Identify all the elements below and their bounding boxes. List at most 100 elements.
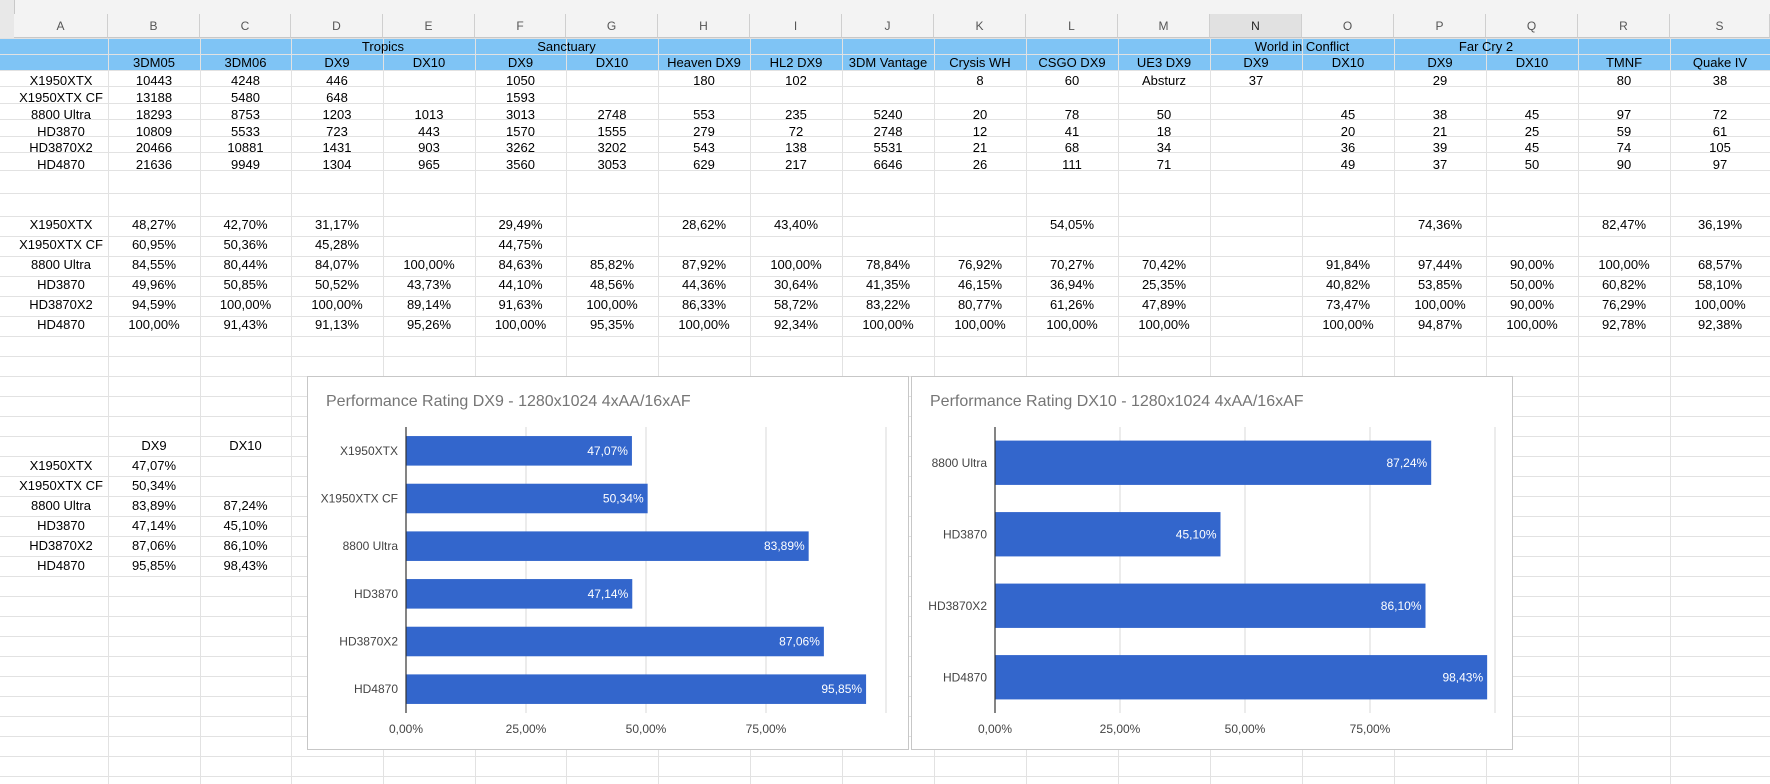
cell-value[interactable]: 90 xyxy=(1616,157,1632,172)
cell-value[interactable]: 965 xyxy=(418,157,440,172)
summary-row-label[interactable]: X1950XTX xyxy=(29,458,93,473)
cell-percent[interactable]: 92,34% xyxy=(773,317,819,332)
sub-header[interactable]: 3DM Vantage xyxy=(848,55,928,70)
cell-value[interactable]: 2748 xyxy=(873,124,903,139)
cell-value[interactable]: 138 xyxy=(785,140,807,155)
column-header-h[interactable]: H xyxy=(658,14,750,38)
cell-percent[interactable]: 46,15% xyxy=(957,277,1003,292)
cell-value[interactable]: 61 xyxy=(1712,124,1728,139)
column-header-j[interactable]: J xyxy=(842,14,934,38)
cell-percent[interactable]: 91,13% xyxy=(314,317,360,332)
row-label[interactable]: X1950XTX xyxy=(29,73,93,88)
cell-percent[interactable]: 29,49% xyxy=(498,217,543,232)
cell-percent[interactable]: 54,05% xyxy=(1049,217,1095,232)
cell-percent[interactable]: 95,35% xyxy=(589,317,635,332)
summary-row-label[interactable]: HD4870 xyxy=(37,558,85,573)
cell-percent[interactable]: 91,63% xyxy=(498,297,543,312)
column-header-i[interactable]: I xyxy=(750,14,842,38)
cell-percent[interactable]: 100,00% xyxy=(770,257,822,272)
cell-value[interactable]: 279 xyxy=(693,124,715,139)
cell-percent[interactable]: 44,10% xyxy=(498,277,543,292)
sub-header[interactable]: 3DM06 xyxy=(224,55,267,70)
cell-percent[interactable]: 100,00% xyxy=(1138,317,1190,332)
cell-value[interactable]: 18293 xyxy=(135,107,173,122)
cell-value[interactable]: 72 xyxy=(1712,107,1728,122)
cell-value[interactable]: 45 xyxy=(1524,107,1540,122)
summary-header-dx10[interactable]: DX10 xyxy=(229,438,262,453)
cell-value[interactable]: 10881 xyxy=(227,140,264,155)
cell-percent[interactable]: 100,00% xyxy=(219,297,272,312)
cell-percent[interactable]: 84,07% xyxy=(314,257,360,272)
cell-value[interactable]: 4248 xyxy=(231,73,260,88)
cell-value[interactable]: 49 xyxy=(1340,157,1356,172)
summary-dx10[interactable]: 98,43% xyxy=(223,558,268,573)
row-label[interactable]: 8800 Ultra xyxy=(31,107,91,122)
sub-header[interactable]: DX9 xyxy=(507,55,534,70)
cell-value[interactable]: 80 xyxy=(1616,73,1632,88)
cell-percent[interactable]: 76,92% xyxy=(957,257,1003,272)
cell-value[interactable]: 1593 xyxy=(506,90,535,105)
cell-percent[interactable]: 48,56% xyxy=(589,277,635,292)
cell-value[interactable]: 1203 xyxy=(322,107,352,122)
row-label[interactable]: HD4870 xyxy=(37,317,85,332)
cell-percent[interactable]: 61,26% xyxy=(1049,297,1095,312)
cell-percent[interactable]: 60,95% xyxy=(131,237,177,252)
cell-percent[interactable]: 58,72% xyxy=(773,297,819,312)
cell-value[interactable]: 3053 xyxy=(597,157,627,172)
summary-header-dx9[interactable]: DX9 xyxy=(141,438,167,453)
cell-value[interactable]: 180 xyxy=(693,73,715,88)
sub-header[interactable]: TMNF xyxy=(1605,55,1643,70)
cell-value[interactable]: 1431 xyxy=(322,140,352,155)
cell-percent[interactable]: 41,35% xyxy=(865,277,911,292)
sub-header[interactable]: UE3 DX9 xyxy=(1136,55,1192,70)
cell-value[interactable]: 29 xyxy=(1432,73,1448,88)
cell-percent[interactable]: 94,87% xyxy=(1417,317,1463,332)
cell-percent[interactable]: 30,64% xyxy=(773,277,819,292)
cell-percent[interactable]: 70,27% xyxy=(1049,257,1095,272)
cell-value[interactable]: 97 xyxy=(1712,157,1728,172)
cell-value[interactable]: 1013 xyxy=(414,107,444,122)
row-label[interactable]: X1950XTX CF xyxy=(19,237,103,252)
cell-percent[interactable]: 82,47% xyxy=(1601,217,1647,232)
cell-value[interactable]: 38 xyxy=(1432,107,1448,122)
cell-percent[interactable]: 80,44% xyxy=(223,257,268,272)
column-header-d[interactable]: D xyxy=(291,14,383,38)
cell-percent[interactable]: 42,70% xyxy=(223,217,268,232)
cell-value[interactable]: 59 xyxy=(1616,124,1632,139)
cell-percent[interactable]: 86,33% xyxy=(681,297,727,312)
column-header-o[interactable]: O xyxy=(1302,14,1394,38)
cell-value[interactable]: 20466 xyxy=(135,140,173,155)
sub-header[interactable]: HL2 DX9 xyxy=(769,55,823,70)
cell-percent[interactable]: 100,00% xyxy=(862,317,914,332)
cell-value[interactable]: 5480 xyxy=(231,90,260,105)
cell-value[interactable]: 12 xyxy=(972,124,988,139)
cell-value[interactable]: 26 xyxy=(972,157,988,172)
cell-percent[interactable]: 44,75% xyxy=(498,237,543,252)
column-header-n[interactable]: N xyxy=(1210,14,1302,38)
cell-value[interactable]: 3262 xyxy=(506,140,535,155)
cell-percent[interactable]: 50,36% xyxy=(223,237,268,252)
cell-value[interactable]: 8753 xyxy=(231,107,260,122)
cell-percent[interactable]: 100,00% xyxy=(494,317,547,332)
cell-value[interactable]: 36 xyxy=(1340,140,1356,155)
cell-percent[interactable]: 31,17% xyxy=(314,217,360,232)
select-all-corner[interactable] xyxy=(0,0,15,38)
cell-percent[interactable]: 43,73% xyxy=(406,277,452,292)
cell-value[interactable]: 78 xyxy=(1064,107,1080,122)
cell-percent[interactable]: 70,42% xyxy=(1141,257,1187,272)
row-label[interactable]: HD3870 xyxy=(37,124,85,139)
column-header-r[interactable]: R xyxy=(1578,14,1670,38)
cell-percent[interactable]: 100,00% xyxy=(586,297,638,312)
cell-percent[interactable]: 25,35% xyxy=(1141,277,1187,292)
sub-header[interactable]: Quake IV xyxy=(1692,55,1748,70)
cell-percent[interactable]: 100,00% xyxy=(128,317,180,332)
cell-value[interactable]: 111 xyxy=(1062,157,1082,172)
cell-percent[interactable]: 47,89% xyxy=(1141,297,1187,312)
cell-value[interactable]: 9949 xyxy=(231,157,260,172)
sub-header[interactable]: DX10 xyxy=(412,55,446,70)
cell-value[interactable]: 21636 xyxy=(135,157,173,172)
cell-value[interactable]: 648 xyxy=(326,90,348,105)
cell-value[interactable]: 21 xyxy=(1432,124,1448,139)
column-header-q[interactable]: Q xyxy=(1486,14,1578,38)
cell-percent[interactable]: 28,62% xyxy=(681,217,727,232)
